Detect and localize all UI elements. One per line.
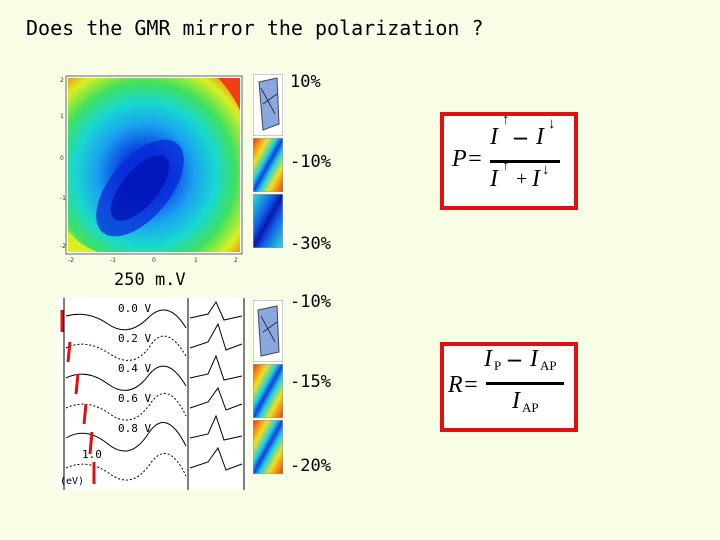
svg-text:1: 1	[60, 113, 64, 120]
curve-label-1: 0.2 V	[118, 332, 152, 345]
svg-text:-2: -2	[60, 243, 66, 250]
p-den-down: I	[532, 166, 540, 192]
upper-thumb-1	[253, 74, 283, 136]
upper-thumb-3	[253, 194, 283, 248]
r-den: I	[512, 388, 520, 414]
p-fraction-bar	[490, 160, 560, 163]
p-arrow-up-2: ↑	[502, 158, 510, 174]
svg-text:0: 0	[152, 257, 156, 264]
axis-label: (eV)	[60, 476, 85, 487]
p-plus: +	[516, 168, 528, 190]
r-num-ap: I	[530, 346, 538, 372]
curve-label-0: 0.0 V	[118, 302, 152, 315]
lower-label-2: -15%	[290, 372, 331, 392]
svg-text:1: 1	[194, 257, 198, 264]
lower-thumb-1	[253, 300, 283, 362]
curve-label-5: 1.0	[82, 448, 102, 461]
svg-text:-2: -2	[68, 257, 74, 264]
contour-map: 2 1 0 -1 -2 -2 -1 0 1 2	[60, 75, 243, 264]
p-lhs: P=	[452, 146, 483, 172]
p-num-up: I	[490, 124, 498, 150]
r-den-sub: AP	[522, 400, 539, 415]
r-minus: –	[508, 344, 521, 373]
spectra-panel: 0.0 V 0.2 V 0.4 V 0.6 V 0.8 V 1.0 (eV)	[58, 298, 248, 490]
resistance-formula: R= I P – I AP I AP	[440, 342, 578, 432]
curve-label-3: 0.6 V	[118, 392, 152, 405]
curve-label-2: 0.4 V	[118, 362, 152, 375]
p-den-up: I	[490, 166, 498, 192]
r-lhs: R=	[448, 372, 479, 398]
p-num-down: I	[536, 124, 544, 150]
p-arrow-up-1: ↑	[502, 112, 510, 128]
svg-text:-1: -1	[110, 257, 116, 264]
r-sub-p: P	[494, 358, 502, 373]
r-num-p: I	[484, 346, 492, 372]
voltage-label: 250 m.V	[114, 270, 186, 290]
upper-thumb-2	[253, 138, 283, 192]
lower-thumb-2	[253, 364, 283, 418]
upper-label-1: 10%	[290, 72, 321, 92]
spectra-curves	[60, 298, 245, 490]
p-arrow-down-1: ↓	[548, 116, 556, 132]
p-minus: –	[514, 122, 527, 151]
r-fraction-bar	[486, 382, 564, 385]
upper-label-2: -10%	[290, 152, 331, 172]
slide-title: Does the GMR mirror the polarization ?	[26, 16, 484, 40]
curve-label-4: 0.8 V	[118, 422, 152, 435]
svg-text:2: 2	[60, 77, 64, 84]
lower-thumb-3	[253, 420, 283, 474]
svg-text:0: 0	[60, 155, 64, 162]
lower-label-3: -20%	[290, 456, 331, 476]
svg-text:2: 2	[234, 257, 238, 264]
p-arrow-down-2: ↓	[542, 162, 550, 178]
lower-label-1: -10%	[290, 292, 331, 312]
upper-label-3: -30%	[290, 234, 331, 254]
svg-text:-1: -1	[60, 195, 66, 202]
r-sub-ap: AP	[540, 358, 557, 373]
polarization-formula: P= I ↑ – I ↓ I ↑ + I ↓	[440, 112, 578, 210]
